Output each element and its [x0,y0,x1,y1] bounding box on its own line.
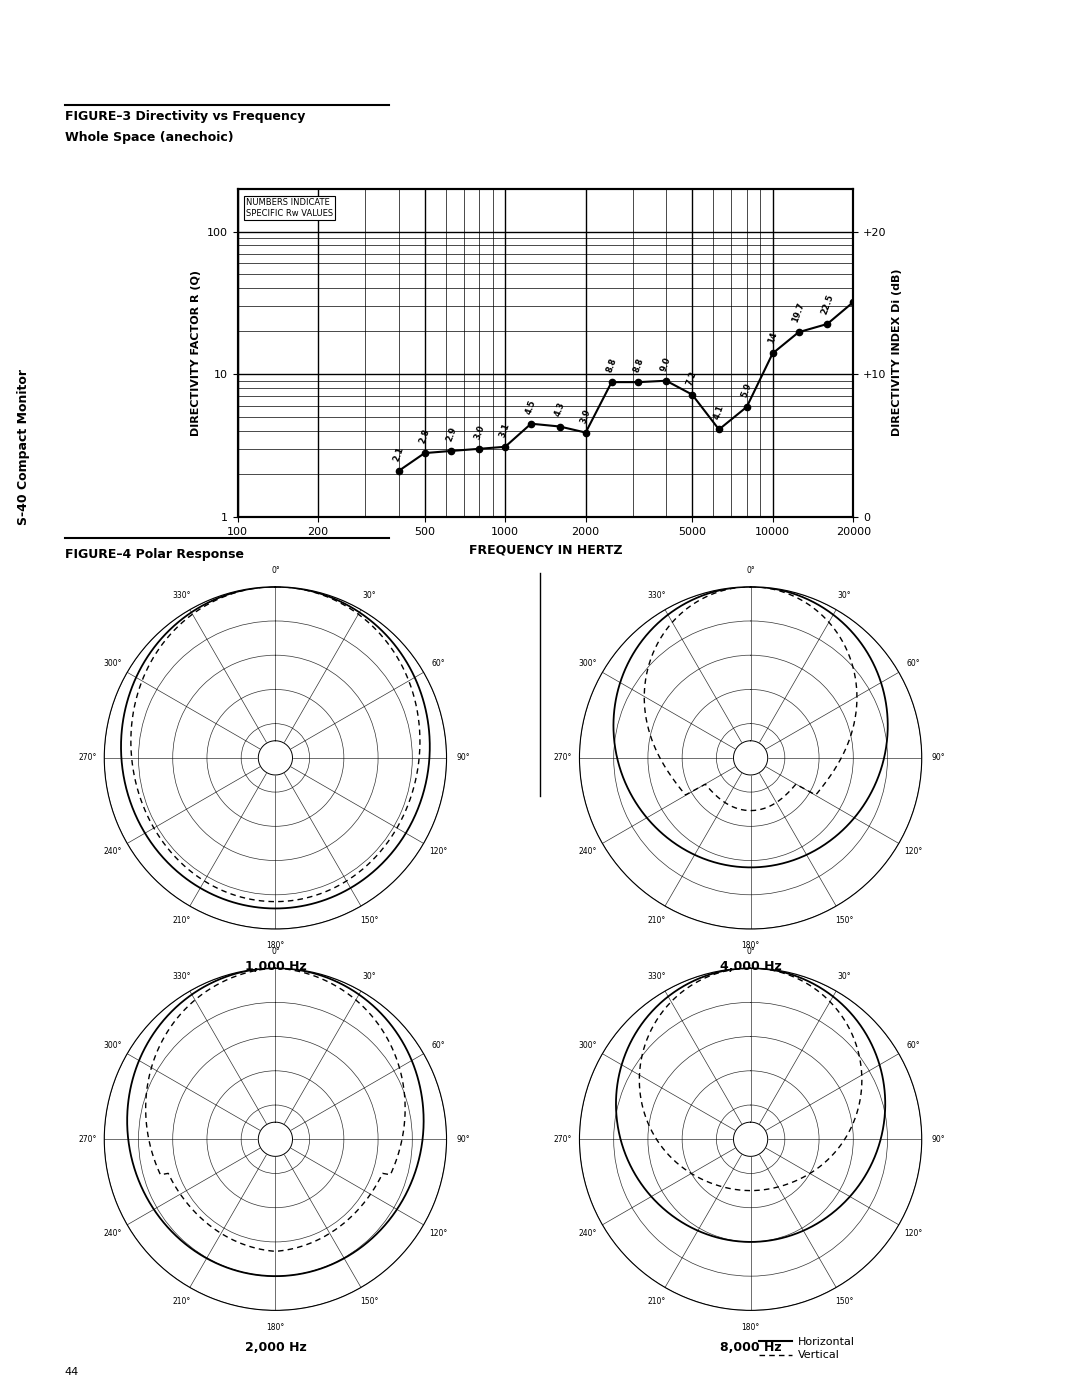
Polygon shape [733,1122,768,1157]
Text: 8.8: 8.8 [632,356,645,374]
Polygon shape [258,1122,293,1157]
Text: Whole Space (anechoic): Whole Space (anechoic) [65,131,233,144]
Text: S-40 Compact Monitor: S-40 Compact Monitor [365,20,718,50]
Text: 3.1: 3.1 [498,422,512,439]
Text: 7.2: 7.2 [686,369,699,386]
Text: 2.1: 2.1 [392,446,405,462]
Text: 3.9: 3.9 [579,408,593,425]
Text: 2.9: 2.9 [445,426,458,443]
Text: NUMBERS INDICATE
SPECIFIC Rw VALUES: NUMBERS INDICATE SPECIFIC Rw VALUES [245,198,333,218]
Text: 4,000 Hz: 4,000 Hz [719,960,782,972]
Text: 3.0: 3.0 [472,423,486,440]
Text: 44: 44 [65,1366,79,1377]
Text: 8.8: 8.8 [605,356,619,374]
Y-axis label: DIRECTIVITY INDEX Di (dB): DIRECTIVITY INDEX Di (dB) [892,270,902,436]
Text: 19.7: 19.7 [791,302,807,324]
Legend: Horizontal, Vertical: Horizontal, Vertical [755,1333,860,1365]
Text: 2.8: 2.8 [418,427,431,444]
Y-axis label: DIRECTIVITY FACTOR R (Q): DIRECTIVITY FACTOR R (Q) [191,270,201,436]
Text: 2,000 Hz: 2,000 Hz [244,1341,307,1354]
Text: 9.0: 9.0 [660,355,673,373]
Text: FIGURE–3 Directivity vs Frequency: FIGURE–3 Directivity vs Frequency [65,110,306,123]
Text: 14: 14 [767,331,779,345]
Polygon shape [733,740,768,775]
Text: 22.5: 22.5 [820,293,835,316]
Text: FIGURE–4 Polar Response: FIGURE–4 Polar Response [65,548,244,560]
Polygon shape [258,740,293,775]
Text: S-40 Compact Monitor: S-40 Compact Monitor [17,369,30,525]
Text: 4.1: 4.1 [712,404,726,420]
Text: 4.3: 4.3 [553,401,567,418]
Text: 4.5: 4.5 [524,398,538,415]
X-axis label: FREQUENCY IN HERTZ: FREQUENCY IN HERTZ [469,543,622,556]
Text: 1,000 Hz: 1,000 Hz [244,960,307,972]
Text: 8,000 Hz: 8,000 Hz [719,1341,782,1354]
Text: 5.9: 5.9 [740,381,754,398]
